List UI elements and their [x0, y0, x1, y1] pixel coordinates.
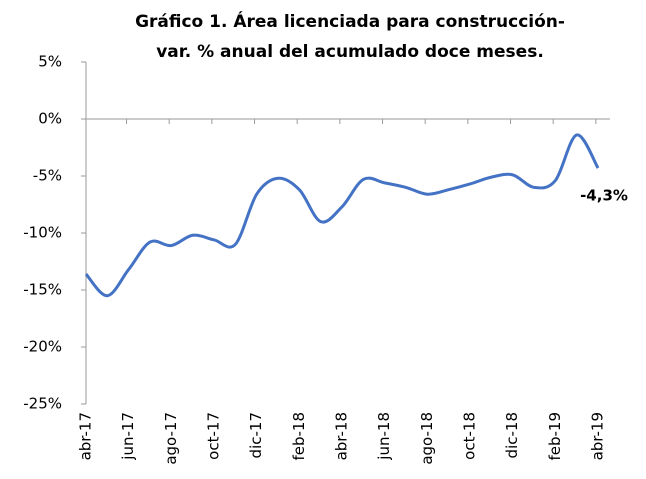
x-tick-label: feb-19: [546, 412, 564, 461]
x-tick-label: ago-17: [162, 412, 180, 465]
x-tick-label: jun-17: [119, 412, 137, 461]
x-tick-label: abr-17: [77, 412, 95, 460]
y-tick-label: 5%: [38, 53, 62, 71]
y-tick-label: -5%: [33, 167, 62, 185]
x-tick-label: dic-17: [247, 412, 265, 458]
x-tick-label: abr-18: [333, 412, 351, 460]
line: [84, 133, 600, 298]
y-tick-label: -25%: [23, 395, 62, 413]
x-tick-label: dic-18: [503, 412, 521, 458]
x-tick-label: oct-18: [461, 412, 479, 460]
x-tick-label: abr-19: [589, 412, 607, 460]
chart-subtitle: var. % anual del acumulado doce meses.: [156, 42, 544, 62]
y-tick-label: -20%: [23, 338, 62, 356]
x-tick-label: jun-18: [375, 412, 393, 461]
chart-title: Gráfico 1. Área licenciada para construc…: [135, 10, 565, 32]
y-tick-label: -10%: [23, 224, 62, 242]
x-tick-label: oct-17: [205, 412, 223, 460]
data-label: -4,3%: [580, 187, 628, 205]
y-tick-label: 0%: [38, 110, 62, 128]
x-tick-label: ago-18: [418, 412, 436, 465]
x-tick-label: feb-18: [290, 412, 308, 461]
y-tick-label: -15%: [23, 281, 62, 299]
